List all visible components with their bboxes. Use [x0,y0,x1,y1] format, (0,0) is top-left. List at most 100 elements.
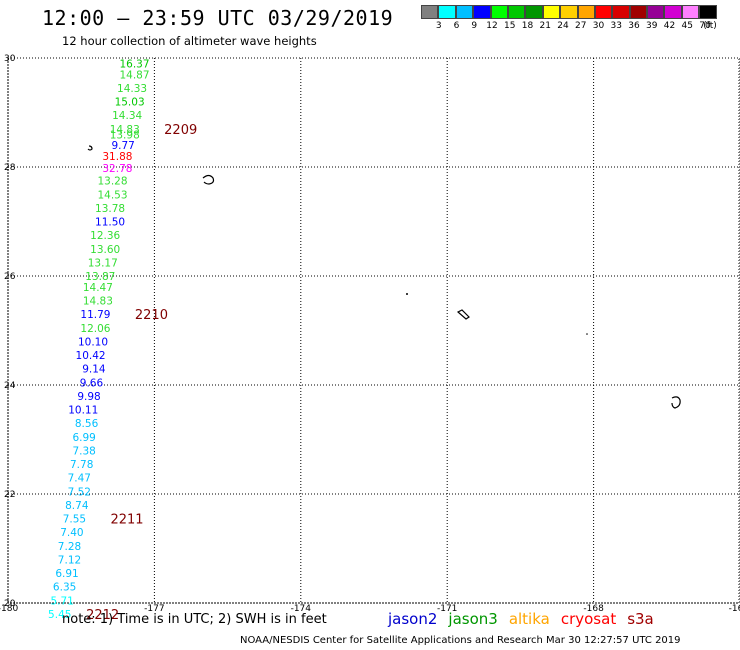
wave-height-value: 9.77 [111,140,134,152]
latitude-label: 28 [4,163,16,173]
axis-labels: -180 -177 -174 -171 -168 -16 30 28 26 24 22 20 [0,54,740,614]
color-scale-label: 42 [663,21,676,31]
wave-height-value: 14.34 [112,110,142,122]
wave-height-value: 6.91 [55,568,78,580]
wave-height-value: 13.98 [110,129,140,141]
wave-height-value: 6.35 [53,582,76,594]
wave-height-value: 7.52 [68,486,91,498]
longitude-label: -174 [291,604,312,614]
wave-height-value: 32.78 [102,163,132,175]
wave-height-value: 7.38 [72,445,95,457]
wave-height-value: 13.17 [88,257,118,269]
wave-height-value: 13.78 [95,203,125,215]
color-scale-labels: 3 6 9 12 15 18 21 24 27 30 33 36 39 42 45 70 (ft) [421,21,740,33]
latitude-label: 30 [4,54,16,64]
color-scale-label: (ft) [703,21,717,31]
color-swatch [507,5,526,19]
color-scale-label: 24 [557,21,569,31]
color-scale-label: 30 [592,21,605,31]
wave-height-value: 12.06 [80,323,110,335]
wave-height-value: 9.98 [77,391,100,403]
longitude-label: -16 [729,604,740,614]
island-kauai [671,396,681,409]
wave-height-value: 7.40 [60,527,83,539]
wave-height-value: 16.37 [119,58,149,70]
color-swatch [594,5,613,19]
wave-height-value: 14.47 [83,282,113,294]
wave-height-value: 11.50 [95,217,125,229]
wave-height-value: 14.83 [110,124,140,136]
color-swatch [612,5,630,19]
observation-time-label: 2211 [110,513,143,528]
latitude-label: 22 [4,490,15,500]
latitude-label: 24 [4,381,16,391]
color-swatch [699,5,717,19]
color-scale-label: 18 [521,21,534,31]
satellite-cryosat: cryosat [560,610,617,628]
color-scale-label: 27 [575,21,587,31]
longitude-label: -168 [583,604,604,614]
color-scale-legend [421,5,717,19]
wave-height-value: 10.10 [78,336,108,348]
wave-height-value: 7.47 [68,473,91,485]
wave-height-value: 8.56 [75,418,99,430]
color-swatch [490,5,508,19]
wave-height-value: 6.99 [72,432,95,444]
longitude-label: -177 [144,604,164,614]
units-note: note: 1) Time is in UTC; 2) SWH is in fe… [62,612,327,627]
color-swatch [525,5,543,19]
observation-time-label: 2209 [164,123,197,138]
island-laysan [456,309,470,320]
wave-height-value: 10.42 [76,350,106,362]
wave-height-value: 7.55 [63,514,86,526]
wave-height-value: 14.87 [119,69,149,81]
island-gardner [406,293,408,295]
wave-height-value: 14.53 [97,189,127,201]
wave-height-value: 15.03 [115,97,145,109]
islands [87,145,681,409]
color-scale-label: 9 [471,21,478,31]
color-swatch [542,5,561,19]
island-kure [87,145,93,151]
color-scale-label: 15 [504,21,516,31]
wave-height-value: 9.14 [82,364,106,376]
map-frame [7,57,740,604]
map-subtitle: 12 hour collection of altimeter wave hei… [62,34,317,48]
altimeter-track: 16.3714.8714.3315.0314.3414.8313.989.773… [48,58,197,622]
color-swatch [473,5,491,19]
color-scale-label: 3 [435,21,442,31]
color-scale-label: 70 [699,21,711,31]
island-nihoa [586,333,588,335]
satellite-jason2: jason2 [388,610,438,628]
map-grid [7,57,740,604]
color-swatch [577,5,595,19]
color-swatch [421,5,439,19]
color-swatch [455,5,474,19]
color-swatch [681,5,700,19]
wave-height-value: 10.11 [68,405,98,417]
color-swatch [664,5,682,19]
observation-time-label: 2210 [135,308,168,323]
wave-height-value: 13.87 [85,271,115,283]
observation-time-label: 2212 [86,608,119,623]
wave-height-value: 7.28 [58,541,81,553]
longitude-label: -171 [437,604,457,614]
longitude-label: -180 [0,604,18,614]
satellite-jason3: jason3 [448,610,498,628]
wave-height-value: 5.71 [50,595,73,607]
color-scale-label: 33 [610,21,622,31]
wave-height-value: 12.36 [90,230,120,242]
color-swatch [647,5,665,19]
map-title: 12:00 – 23:59 UTC 03/29/2019 [42,6,394,30]
color-scale-label: 12 [486,21,498,31]
wave-height-value: 13.28 [97,176,127,188]
island-pearl-hermes [202,174,215,185]
satellite-legend: jason2 jason3 altika cryosat s3a [388,610,665,628]
wave-height-value: 14.33 [117,83,147,95]
wave-height-value: 14.83 [83,296,113,308]
color-scale-label: 36 [628,21,640,31]
wave-height-value: 5.45 [48,609,71,621]
wave-height-value: 9.66 [80,377,104,389]
wave-height-value: 11.79 [80,309,110,321]
color-scale-label: 39 [646,21,658,31]
